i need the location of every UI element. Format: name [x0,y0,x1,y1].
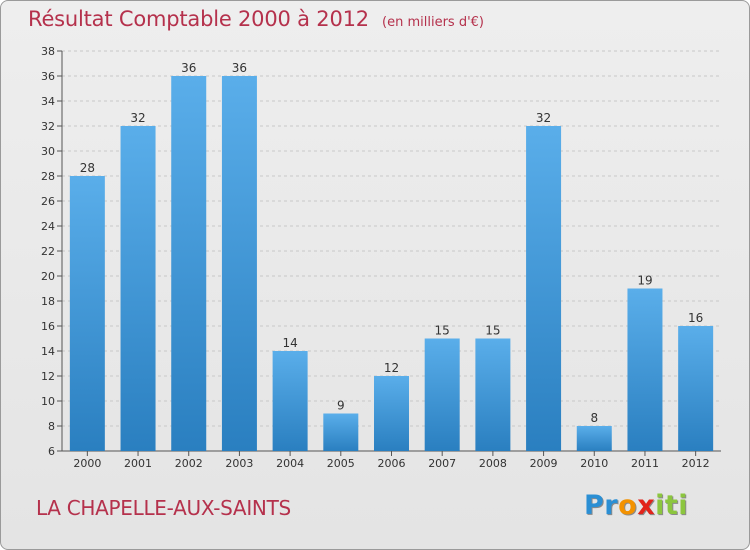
y-tick-label: 38 [41,45,55,58]
data-label: 15 [485,324,500,338]
x-tick-label: 2012 [682,457,710,470]
data-label: 36 [232,61,247,75]
bar [374,376,409,451]
x-tick-label: 2007 [428,457,456,470]
y-tick-label: 20 [41,270,55,283]
bar [678,326,714,451]
data-label: 8 [590,411,598,425]
bar [221,76,257,451]
x-tick-label: 2003 [225,457,253,470]
data-label: 19 [637,274,652,288]
place-name: LA CHAPELLE-AUX-SAINTS [36,496,291,520]
bar [526,126,562,451]
x-tick-label: 2010 [580,457,608,470]
data-label: 28 [80,161,95,175]
y-tick-label: 30 [41,145,55,158]
y-tick-label: 16 [41,320,55,333]
chart-title: Résultat Comptable 2000 à 2012 (en milli… [28,7,484,31]
bar [69,176,105,451]
y-tick-label: 18 [41,295,55,308]
data-label: 12 [384,361,399,375]
data-label: 9 [337,399,345,413]
proxiti-logo: Proxiti [584,490,688,521]
data-label: 14 [282,336,297,350]
logo-letter: t [664,490,679,521]
y-tick-label: 34 [41,95,55,108]
bar [627,288,663,451]
y-tick-label: 26 [41,195,55,208]
x-tick-label: 2009 [530,457,558,470]
y-tick-label: 12 [41,370,55,383]
data-label: 32 [130,111,145,125]
bar [424,338,460,451]
y-tick-label: 24 [41,220,55,233]
logo-letter: i [678,490,689,521]
x-tick-label: 2005 [327,457,355,470]
y-tick-label: 32 [41,120,55,133]
x-tick-label: 2004 [276,457,304,470]
value-labels: 28 32 36 36 14 9 12 15 15 32 8 19 16 [80,61,704,425]
bars [69,76,714,451]
x-tick-label: 2000 [73,457,101,470]
data-label: 32 [536,111,551,125]
bar [475,338,511,451]
data-label: 36 [181,61,196,75]
x-tick-label: 2011 [631,457,659,470]
logo-letter: r [604,490,619,521]
y-tick-label: 10 [41,395,55,408]
chart-title-unit: (en milliers d'€) [382,15,484,30]
bar [171,76,207,451]
y-tick-label: 22 [41,245,55,258]
logo-letter: o [618,490,638,521]
x-tick-label: 2008 [479,457,507,470]
data-label: 16 [688,311,703,325]
x-tick-label: 2001 [124,457,152,470]
chart-title-main: Résultat Comptable 2000 à 2012 [28,7,369,31]
x-tick-label: 2006 [378,457,406,470]
bar [120,126,156,451]
data-label: 15 [435,324,450,338]
y-tick-label: 28 [41,170,55,183]
logo-letter: i [655,490,665,521]
bar [272,351,308,451]
y-tick-label: 8 [48,420,55,433]
y-tick-label: 36 [41,70,55,83]
logo-letter: x [637,490,656,521]
y-tick-label: 6 [48,445,55,458]
y-tick-label: 14 [41,345,55,358]
bar [576,426,612,451]
bar [323,413,359,451]
logo-letter: P [584,490,605,521]
axes: 6 8 10 12 14 16 18 20 22 24 26 28 30 32 34 36 38 2000 2001… [41,45,721,470]
x-tick-label: 2002 [175,457,203,470]
